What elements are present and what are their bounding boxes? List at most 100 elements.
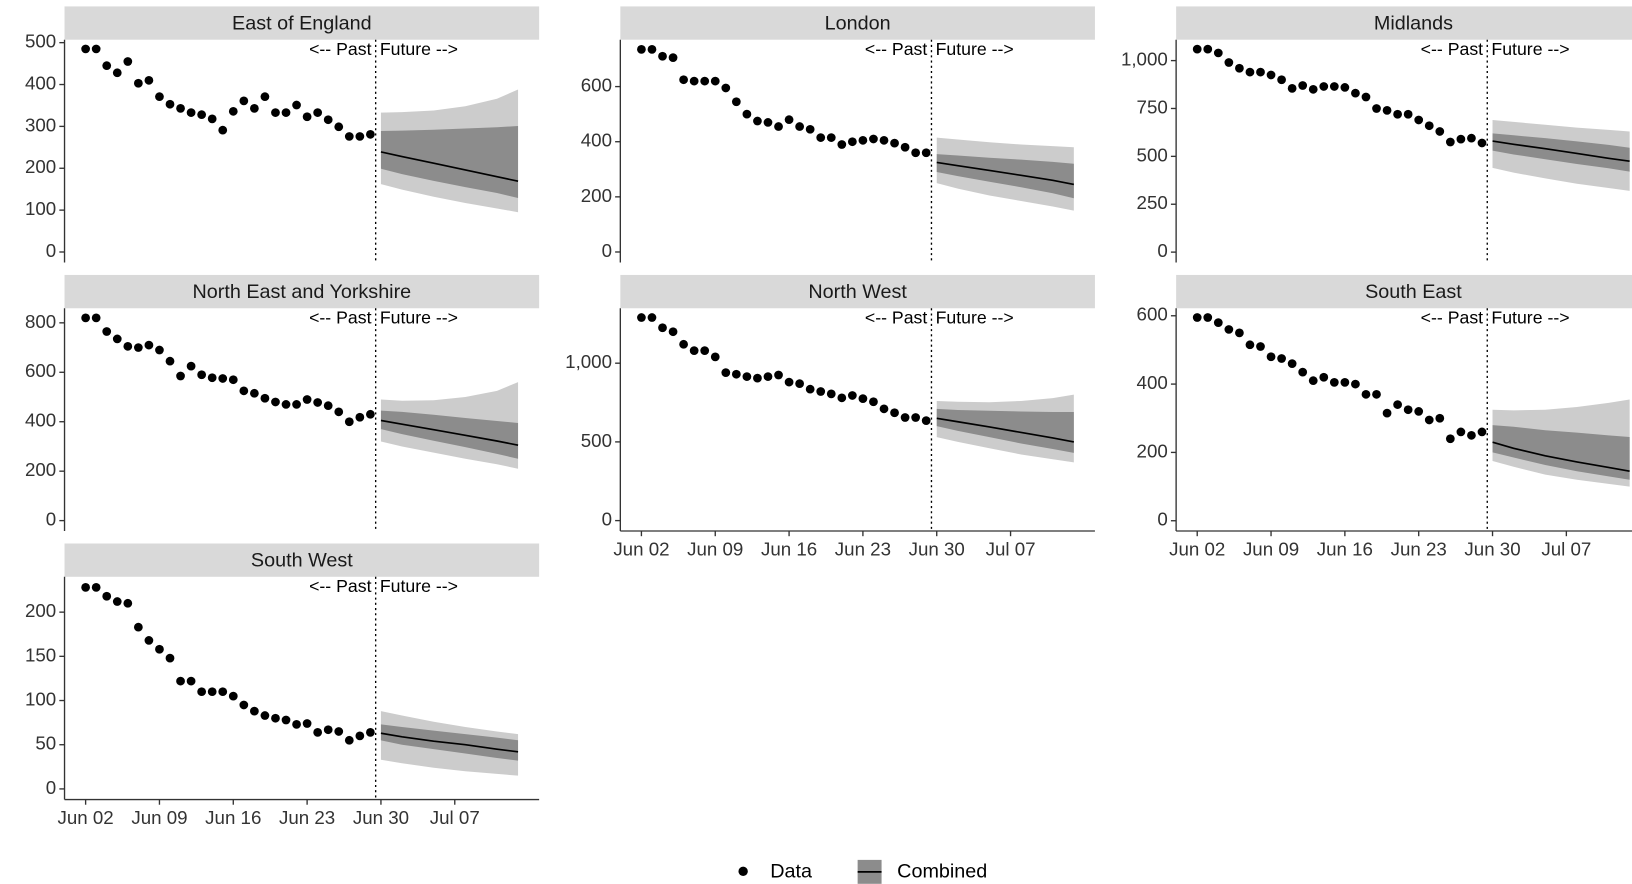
data-point [1477,427,1487,437]
y-tick-label: 150 [25,644,56,665]
strip-title: South East [1365,281,1462,303]
data-point [1329,82,1339,91]
y-tick-label: 250 [1137,192,1168,213]
y-tick-label: 0 [1157,509,1167,530]
x-tick-label: Jul 07 [986,539,1036,560]
inner-band [936,408,1074,453]
y-tick-label: 200 [581,185,612,206]
annotation: <-- Past [1421,39,1484,59]
data-point [176,676,185,686]
data-point [710,76,720,86]
y-tick-label: 0 [46,240,56,261]
data-point [91,44,101,54]
data-point [144,340,154,350]
data-point [1445,137,1455,147]
data-point [637,313,646,322]
data-point [207,687,217,697]
y-tick-label: 300 [25,114,56,135]
data-point [1361,92,1371,102]
data-point [1256,342,1265,351]
data-point [91,313,101,323]
y-tick-label: 200 [25,600,56,621]
data-point [292,400,301,409]
data-point [805,124,815,134]
data-point [260,92,270,102]
data-point [763,118,773,127]
data-point [81,313,90,323]
data-point [847,391,857,400]
y-tick-label: 400 [25,72,56,93]
data-point [879,404,889,414]
data-point [1403,109,1413,119]
y-tick-label: 1,000 [565,351,612,372]
data-point [1245,67,1255,77]
y-tick-label: 500 [581,430,612,451]
x-tick-label: Jun 16 [205,807,261,828]
data-point [366,727,375,737]
y-tick-label: 600 [25,360,56,381]
strip-title: East of England [232,12,372,34]
data-point [165,356,175,366]
legend-dot [738,866,748,877]
data-point [858,135,868,145]
data-point [228,375,238,385]
data-point [102,327,112,336]
data-point [207,114,217,124]
data-point [1192,44,1202,54]
data-point [753,373,762,383]
annotation: <-- Past [865,307,928,327]
strip-title: Midlands [1374,12,1453,34]
data-point [1340,378,1350,387]
y-tick-label: 750 [1137,96,1168,117]
data-point [355,731,365,741]
data-point [292,100,301,110]
data-point [1414,115,1424,125]
data-point [81,44,90,54]
y-tick-label: 800 [25,311,56,332]
strip [620,274,1095,309]
data-point [197,687,207,697]
data-point [281,715,291,725]
data-point [637,45,646,54]
x-tick-label: Jun 23 [1391,539,1447,560]
data-point [858,394,868,403]
data-point [1235,63,1244,73]
data-point [1224,325,1234,334]
data-point [1192,313,1202,322]
x-tick-label: Jun 02 [58,807,114,828]
data-point [1351,379,1360,389]
data-point [250,104,259,113]
data-point [869,134,878,144]
data-point [1435,127,1445,136]
data-point [1435,413,1445,423]
x-tick-label: Jun 30 [909,539,965,560]
annotation: <-- Past [309,39,372,59]
data-point [292,720,301,729]
data-point [228,106,238,116]
data-point [1277,354,1286,363]
data-point [207,373,217,383]
data-point [334,727,344,736]
annotation: <-- Past [865,39,928,59]
legend-label: Combined [897,861,987,883]
data-point [1477,138,1487,148]
data-point [900,142,910,152]
y-tick-label: 0 [602,240,612,261]
data-point [1351,88,1360,98]
data-point [1393,400,1402,409]
data-point [260,711,270,720]
data-point [228,691,238,701]
data-point [250,388,259,398]
x-tick-label: Jun 23 [279,807,335,828]
median-line [936,161,1075,186]
data-point [1266,70,1276,80]
data-point [1361,389,1371,399]
annotation: Future --> [936,307,1014,327]
data-point [144,75,154,85]
y-tick-label: 600 [1137,304,1168,325]
data-point [218,125,228,135]
y-tick-label: 600 [581,75,612,96]
data-point [302,112,312,122]
data-point [102,591,112,601]
